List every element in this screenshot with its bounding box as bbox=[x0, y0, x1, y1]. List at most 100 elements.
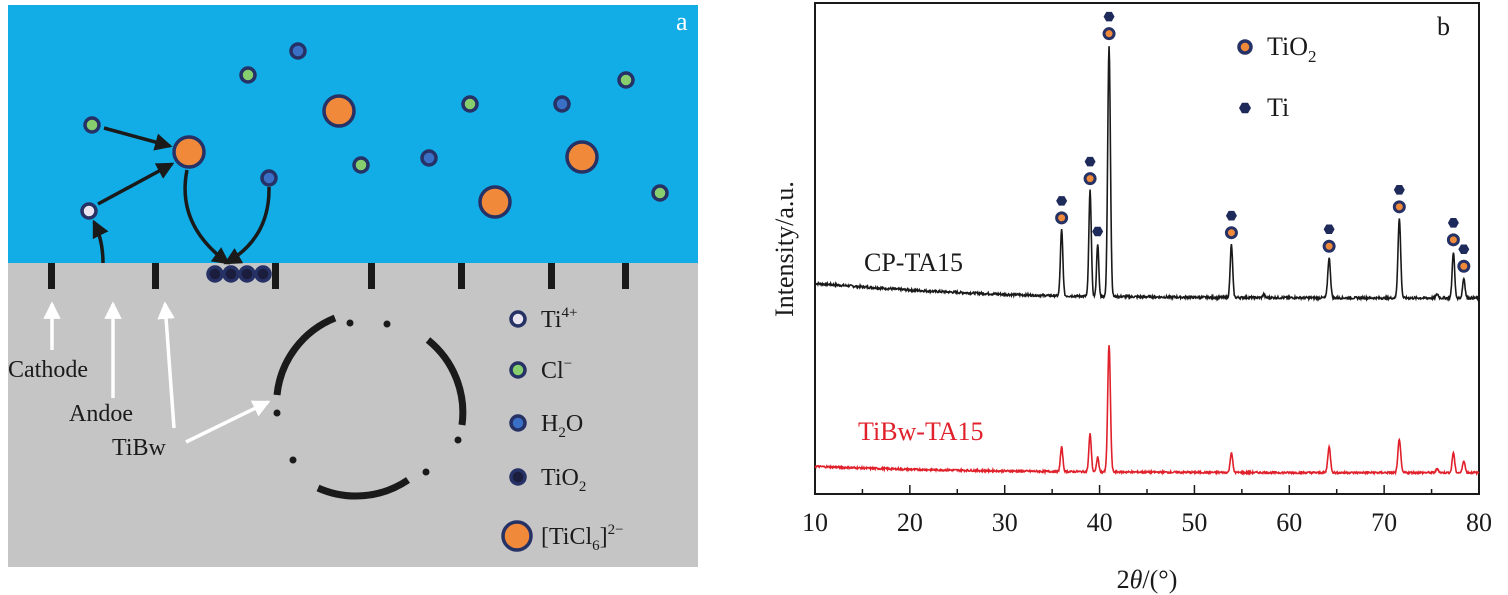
panel-a-schematic: a Cathod bbox=[8, 5, 698, 567]
ti-peak-marker bbox=[1225, 210, 1237, 221]
ti-peak-marker bbox=[1393, 185, 1405, 195]
legend-cl-swatch bbox=[509, 361, 527, 379]
series-label-tibw-ta15: TiBw-TA15 bbox=[858, 417, 984, 446]
surface-tick bbox=[152, 263, 159, 289]
x-tick-label: 30 bbox=[992, 508, 1018, 537]
tio2-peak-marker bbox=[1102, 27, 1116, 41]
cathode-label: Cathode bbox=[8, 357, 88, 383]
h2o-down-arrow bbox=[223, 186, 271, 265]
ticl6-particle bbox=[565, 140, 599, 174]
tibw-ring bbox=[273, 314, 467, 500]
chart-legend: TiO2 Ti bbox=[1237, 32, 1316, 122]
tibw-ring-arc bbox=[316, 477, 410, 500]
tio2-deposit bbox=[238, 265, 256, 283]
tio2-deposit bbox=[222, 265, 240, 283]
legend-ti4-swatch bbox=[509, 310, 527, 328]
legend-ti4-label: Ti4+ bbox=[541, 305, 577, 333]
solution-region bbox=[8, 5, 698, 263]
tibw-ring-dot bbox=[454, 436, 462, 444]
legend-h2o-label: H2O bbox=[541, 411, 583, 441]
x-tick-label: 50 bbox=[1181, 508, 1207, 537]
x-tick-label: 40 bbox=[1087, 508, 1113, 537]
legend-ticl6-label: [TiCl6]2− bbox=[541, 522, 624, 554]
panel-b-xrd-chart: b 10 20 30 40 50 60 70 80 2θ/(°) Intensity/a.u.… bbox=[770, 2, 1492, 594]
panel-a-legend: Ti4+ Cl− H2O TiO2 [TiCl6]2− bbox=[501, 305, 624, 554]
panel-a-label: a bbox=[676, 7, 688, 36]
series-label-cp-ta15: CP-TA15 bbox=[864, 248, 963, 277]
tibw-ring-dot bbox=[383, 320, 391, 328]
surface-tick bbox=[368, 263, 375, 289]
series-line-cp-ta15 bbox=[814, 46, 1480, 302]
legend-tio2-swatch bbox=[509, 468, 527, 486]
legend-ticl6-swatch bbox=[501, 520, 533, 552]
legend-marker-tio2-ring bbox=[1237, 39, 1253, 55]
ticl6-particle bbox=[322, 94, 356, 128]
tio2-peak-marker bbox=[1457, 259, 1471, 273]
x-axis-tick-labels: 10 20 30 40 50 60 70 80 bbox=[802, 508, 1492, 537]
surface-tick bbox=[458, 263, 465, 289]
cl-particle bbox=[352, 156, 370, 174]
peak-markers bbox=[1055, 11, 1471, 273]
x-axis-ticks bbox=[814, 485, 1480, 494]
x-axis-label: 2θ/(°) bbox=[1117, 565, 1178, 594]
callout-arrows bbox=[43, 301, 271, 444]
surface-tick bbox=[622, 263, 629, 289]
tio2-peak-marker bbox=[1322, 239, 1336, 253]
ti-peak-marker bbox=[1103, 11, 1115, 22]
tibw-arrow-surface bbox=[157, 301, 176, 429]
tio2-peak-marker bbox=[1083, 172, 1097, 186]
x-tick-label: 60 bbox=[1276, 508, 1302, 537]
panel-b-label: b bbox=[1437, 12, 1450, 41]
ti-peak-marker bbox=[1056, 196, 1068, 206]
h2o-particle bbox=[260, 169, 278, 187]
surface-tick bbox=[48, 263, 55, 289]
cl-to-ticl6-arrow bbox=[103, 126, 173, 151]
ticl6-particle bbox=[172, 135, 206, 169]
tio2-peak-marker bbox=[1224, 226, 1238, 240]
tio2-peak-marker bbox=[1055, 211, 1069, 225]
legend-label-ti: Ti bbox=[1267, 93, 1289, 122]
h2o-particle bbox=[553, 95, 571, 113]
h2o-particle bbox=[289, 42, 307, 60]
cl-particle bbox=[617, 71, 635, 89]
ti4-particle bbox=[80, 202, 98, 220]
tibw-ring-dot bbox=[346, 319, 354, 327]
tibw-ring-arc bbox=[273, 314, 337, 396]
cl-particle bbox=[239, 66, 257, 84]
tibw-ring-dot bbox=[422, 468, 430, 476]
ti-peak-marker bbox=[1447, 218, 1459, 228]
reaction-arrows bbox=[92, 126, 271, 265]
x-tick-label: 80 bbox=[1466, 508, 1492, 537]
ti-peak-marker bbox=[1092, 226, 1104, 237]
h2o-particle bbox=[420, 149, 438, 167]
ti4-to-ticl6-arrow bbox=[97, 162, 175, 206]
tio2-deposit bbox=[254, 265, 272, 283]
tibw-arrow-ring bbox=[185, 400, 271, 444]
ticl6-down-arrow bbox=[183, 169, 231, 265]
tibw-ring-arc bbox=[425, 337, 467, 426]
anode-label: Andoe bbox=[69, 401, 133, 427]
tibw-ring-dot bbox=[273, 409, 281, 417]
ti-peak-marker bbox=[1084, 156, 1096, 167]
legend-marker-ti-hex bbox=[1239, 102, 1251, 114]
tio2-peak-marker bbox=[1446, 233, 1460, 247]
tio2-peak-marker bbox=[1392, 200, 1406, 214]
ti4-rise-arrow bbox=[92, 219, 109, 264]
legend-tio2-label: TiO2 bbox=[541, 465, 586, 495]
x-tick-label: 10 bbox=[802, 508, 828, 537]
surface-tick bbox=[548, 263, 555, 289]
y-axis-label: Intensity/a.u. bbox=[770, 181, 799, 317]
particles bbox=[80, 42, 669, 283]
surface-tick bbox=[272, 263, 279, 289]
tibw-ring-dot bbox=[289, 456, 297, 464]
ti-peak-marker bbox=[1323, 224, 1335, 234]
legend-label-tio2: TiO2 bbox=[1267, 32, 1316, 66]
cl-particle bbox=[83, 116, 101, 134]
legend-cl-label: Cl− bbox=[541, 356, 572, 384]
series-line-tibw-ta15 bbox=[814, 345, 1480, 477]
tio2-deposit bbox=[206, 265, 224, 283]
cl-particle bbox=[461, 95, 479, 113]
surface-ticks bbox=[48, 263, 629, 289]
x-tick-label: 20 bbox=[897, 508, 923, 537]
